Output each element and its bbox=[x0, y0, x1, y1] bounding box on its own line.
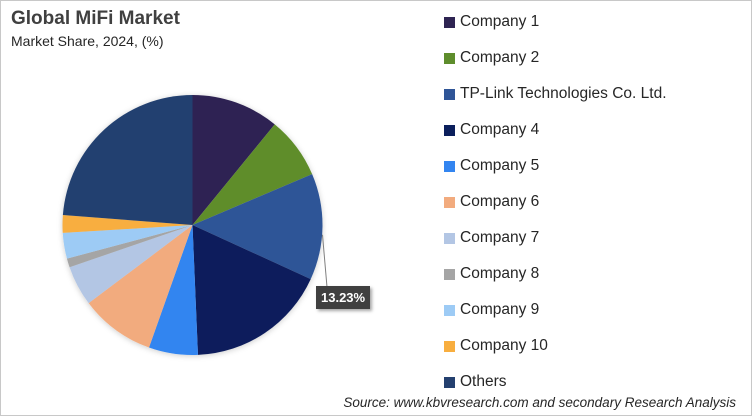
chart-title: Global MiFi Market bbox=[11, 8, 180, 29]
legend-label: Company 4 bbox=[460, 121, 540, 138]
legend-item: Company 7 bbox=[444, 228, 539, 248]
pie-slice-others bbox=[62, 95, 193, 225]
pie-slice-company-6 bbox=[88, 225, 193, 348]
legend-label: Company 2 bbox=[460, 49, 540, 66]
pie-slice-company-5 bbox=[149, 225, 198, 355]
legend-label: Company 5 bbox=[460, 157, 540, 174]
legend-item: TP-Link Technologies Co. Ltd. bbox=[444, 84, 667, 104]
pie-slice-company-7 bbox=[69, 225, 193, 304]
legend-swatch bbox=[444, 160, 455, 172]
data-label-tp-link: 13.23% bbox=[316, 286, 371, 309]
legend-item: Company 2 bbox=[444, 48, 539, 68]
legend-item: Company 1 bbox=[444, 12, 539, 32]
legend-swatch bbox=[444, 232, 455, 244]
legend-swatch bbox=[444, 376, 455, 388]
legend-item: Company 6 bbox=[444, 192, 539, 212]
legend-label: Company 8 bbox=[460, 265, 540, 282]
source-note: Source: www.kbvresearch.com and secondar… bbox=[343, 395, 736, 410]
chart-subtitle: Market Share, 2024, (%) bbox=[11, 33, 164, 49]
legend-swatch bbox=[444, 196, 455, 208]
legend-label: Company 1 bbox=[460, 13, 540, 30]
pie-slice-tp-link-technologies-co-ltd bbox=[192, 174, 323, 280]
legend-item: Others bbox=[444, 372, 507, 392]
legend-swatch bbox=[444, 88, 455, 100]
legend-swatch bbox=[444, 52, 455, 64]
legend-item: Company 4 bbox=[444, 120, 539, 140]
legend-label: Company 6 bbox=[460, 193, 540, 210]
legend-label: Company 10 bbox=[460, 337, 548, 354]
legend-item: Company 5 bbox=[444, 156, 539, 176]
pie-slice-company-2 bbox=[192, 124, 313, 225]
legend-item: Company 10 bbox=[444, 336, 548, 356]
pie-slice-company-8 bbox=[66, 225, 193, 268]
legend-swatch bbox=[444, 340, 455, 352]
data-label-leader-line bbox=[321, 234, 328, 288]
legend-swatch bbox=[444, 124, 455, 136]
legend-item: Company 9 bbox=[444, 300, 539, 320]
legend-item: Company 8 bbox=[444, 264, 539, 284]
legend-swatch bbox=[444, 16, 455, 28]
legend-swatch bbox=[444, 304, 455, 316]
legend-swatch bbox=[444, 268, 455, 280]
legend-label: Others bbox=[460, 373, 507, 390]
pie-slice-company-9 bbox=[62, 225, 193, 259]
legend-label: TP-Link Technologies Co. Ltd. bbox=[460, 85, 667, 102]
pie-slice-company-1 bbox=[192, 95, 275, 225]
legend-label: Company 9 bbox=[460, 301, 540, 318]
pie-slice-company-4 bbox=[192, 225, 311, 355]
legend-label: Company 7 bbox=[460, 229, 540, 246]
pie-slice-company-10 bbox=[62, 214, 193, 233]
